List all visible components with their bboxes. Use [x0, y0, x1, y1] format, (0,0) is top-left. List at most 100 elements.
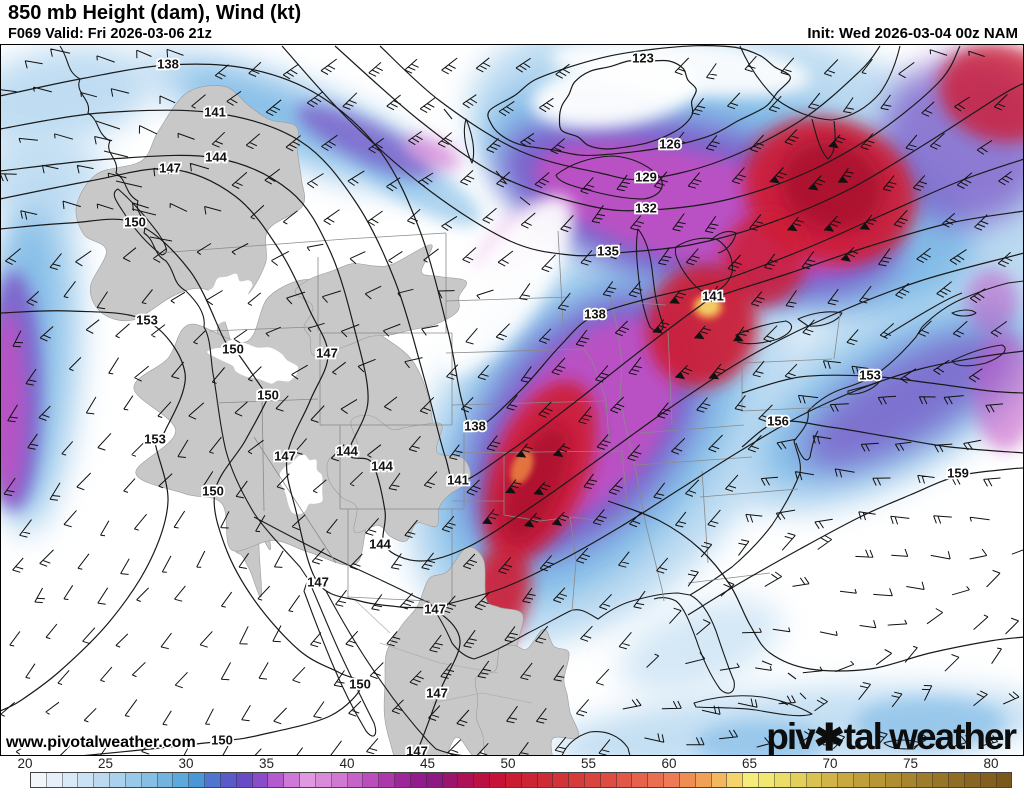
contour-label: 126	[659, 137, 681, 152]
watermark: www.pivotalweather.com	[6, 734, 196, 751]
colorbar-tick-label: 20	[17, 756, 33, 771]
contour-label: 147	[424, 602, 446, 617]
colorbar-segment	[173, 773, 190, 787]
contour-label: 132	[635, 201, 657, 216]
colorbar-segment	[442, 773, 459, 787]
init-time-label: Init: Wed 2026-03-04 00z NAM	[807, 25, 1018, 42]
contour-label: 150	[257, 388, 279, 403]
colorbar-segment	[869, 773, 886, 787]
colorbar	[30, 772, 1012, 788]
colorbar-tick-label: 50	[500, 756, 516, 771]
colorbar-segment	[78, 773, 95, 787]
contour-label: 150	[222, 342, 244, 357]
contour-label: 156	[767, 414, 789, 429]
colorbar-tick-label: 80	[983, 756, 999, 771]
colorbar-segment	[822, 773, 839, 787]
colorbar-segment	[679, 773, 696, 787]
colorbar-segment	[110, 773, 126, 787]
contour-label: 141	[204, 105, 226, 120]
colorbar-segment	[790, 773, 807, 787]
contour-label: 144	[336, 444, 358, 459]
contour-label: 150	[211, 733, 233, 748]
height-contours	[1, 45, 1023, 755]
colorbar-segment	[46, 773, 63, 787]
colorbar-ticks: 20 25 30 35 40 45 50 55 60 65 70 75 80	[0, 756, 1024, 772]
colorbar-segment	[458, 773, 475, 787]
colorbar-segment	[490, 773, 506, 787]
colorbar-segment	[62, 773, 79, 787]
valid-time-label: F069 Valid: Fri 2026-03-06 21z	[8, 26, 212, 42]
colorbar-segment	[933, 773, 950, 787]
contour-label: 147	[159, 161, 181, 176]
contour-label: 141	[447, 473, 469, 488]
contour-label: 150	[202, 484, 224, 499]
colorbar-tick-label: 35	[258, 756, 275, 771]
colorbar-tick-label: 75	[902, 756, 919, 771]
colorbar-segment	[268, 773, 285, 787]
map-canvas[interactable]: 123 126 129 132 135 138 141 144 147 150 138 138 141 1…	[0, 44, 1024, 756]
contour-label: 147	[274, 449, 296, 464]
colorbar-segment	[616, 773, 633, 787]
colorbar-segment	[917, 773, 934, 787]
colorbar-segment	[284, 773, 301, 787]
colorbar-segment	[236, 773, 253, 787]
weather-map-svg: 123 126 129 132 135 138 141 144 147 150 138 138 141 1…	[1, 45, 1023, 755]
wind-barb-star-icon: ✱	[813, 717, 845, 758]
contour-label: 123	[632, 51, 654, 66]
contour-label: 150	[124, 215, 146, 230]
colorbar-segment	[759, 773, 775, 787]
colorbar-segment	[854, 773, 870, 787]
wind-barbs	[1, 48, 1023, 755]
contour-label: 144	[205, 150, 227, 165]
header: 850 mb Height (dam), Wind (kt) F069 Vali…	[0, 0, 1024, 44]
colorbar-segment	[410, 773, 427, 787]
colorbar-segment	[379, 773, 396, 787]
colorbar-segment	[632, 773, 649, 787]
colorbar-segment	[569, 773, 585, 787]
colorbar-segment	[189, 773, 206, 787]
colorbar-segment	[949, 773, 965, 787]
colorbar-segment	[727, 773, 744, 787]
colorbar-segment	[996, 773, 1012, 787]
colorbar-segment	[584, 773, 601, 787]
colorbar-segment	[885, 773, 902, 787]
colorbar-area: 20 25 30 35 40 45 50 55 60 65 70 75 80	[0, 756, 1024, 791]
colorbar-segment	[363, 773, 380, 787]
contour-label: 147	[426, 686, 448, 701]
colorbar-segment	[838, 773, 855, 787]
colorbar-segment	[315, 773, 332, 787]
colorbar-segment	[125, 773, 142, 787]
colorbar-segment	[980, 773, 997, 787]
contour-label: 138	[464, 419, 486, 434]
colorbar-segment	[220, 773, 237, 787]
logo-text-right: tal weather	[843, 716, 1017, 757]
contour-label: 159	[947, 466, 969, 481]
colorbar-segment	[205, 773, 221, 787]
colorbar-tick-label: 25	[97, 756, 114, 771]
colorbar-segment	[648, 773, 665, 787]
colorbar-tick-label: 40	[339, 756, 355, 771]
colorbar-segment	[141, 773, 158, 787]
colorbar-tick-label: 55	[580, 756, 597, 771]
colorbar-tick-label: 45	[419, 756, 436, 771]
colorbar-segment	[252, 773, 269, 787]
colorbar-segment	[521, 773, 538, 787]
contour-label: 150	[349, 677, 371, 692]
colorbar-segment	[331, 773, 348, 787]
colorbar-segment	[300, 773, 316, 787]
contour-label: 153	[859, 368, 881, 383]
contour-label: 144	[371, 459, 393, 474]
contour-label: 153	[136, 313, 158, 328]
colorbar-segment	[743, 773, 760, 787]
mexico-borders	[355, 600, 533, 704]
colorbar-tick-label: 70	[822, 756, 838, 771]
contour-label: 147	[406, 744, 428, 756]
contour-label: 147	[307, 575, 329, 590]
colorbar-segment	[806, 773, 823, 787]
colorbar-segment	[474, 773, 491, 787]
contour-label: 153	[144, 432, 166, 447]
colorbar-segment	[31, 773, 47, 787]
contour-label: 141	[702, 289, 724, 304]
colorbar-segment	[964, 773, 981, 787]
contour-label: 129	[635, 170, 657, 185]
